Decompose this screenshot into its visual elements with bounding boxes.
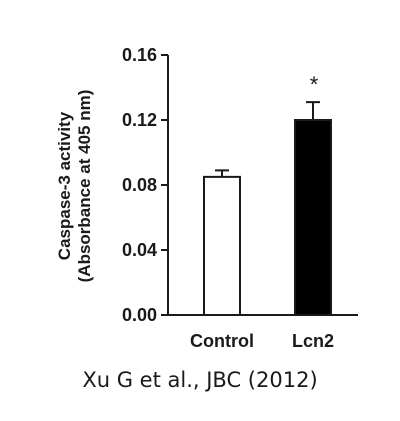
y-axis-label-line1: Caspase-3 activity [55, 111, 74, 260]
y-tick-label: 0.08 [122, 175, 157, 195]
plot-area: 0.00 0.04 0.08 0.12 0.16 Control Lcn2 * [122, 45, 358, 351]
y-tick-label: 0.12 [122, 110, 157, 130]
y-tick-label: 0.16 [122, 45, 157, 65]
y-tick-label: 0.04 [122, 240, 157, 260]
significance-asterisk: * [310, 72, 319, 97]
x-category-label: Control [190, 331, 254, 351]
x-category-label: Lcn2 [292, 331, 334, 351]
bar-chart: Caspase-3 activity (Absorbance at 405 nm… [55, 45, 358, 351]
citation-text: Xu G et al., JBC (2012) [82, 368, 318, 392]
y-axis-label-line2: (Absorbance at 405 nm) [75, 90, 94, 283]
bar-lcn2 [294, 119, 332, 316]
y-tick-label: 0.00 [122, 305, 157, 325]
bar-control [203, 175, 241, 316]
